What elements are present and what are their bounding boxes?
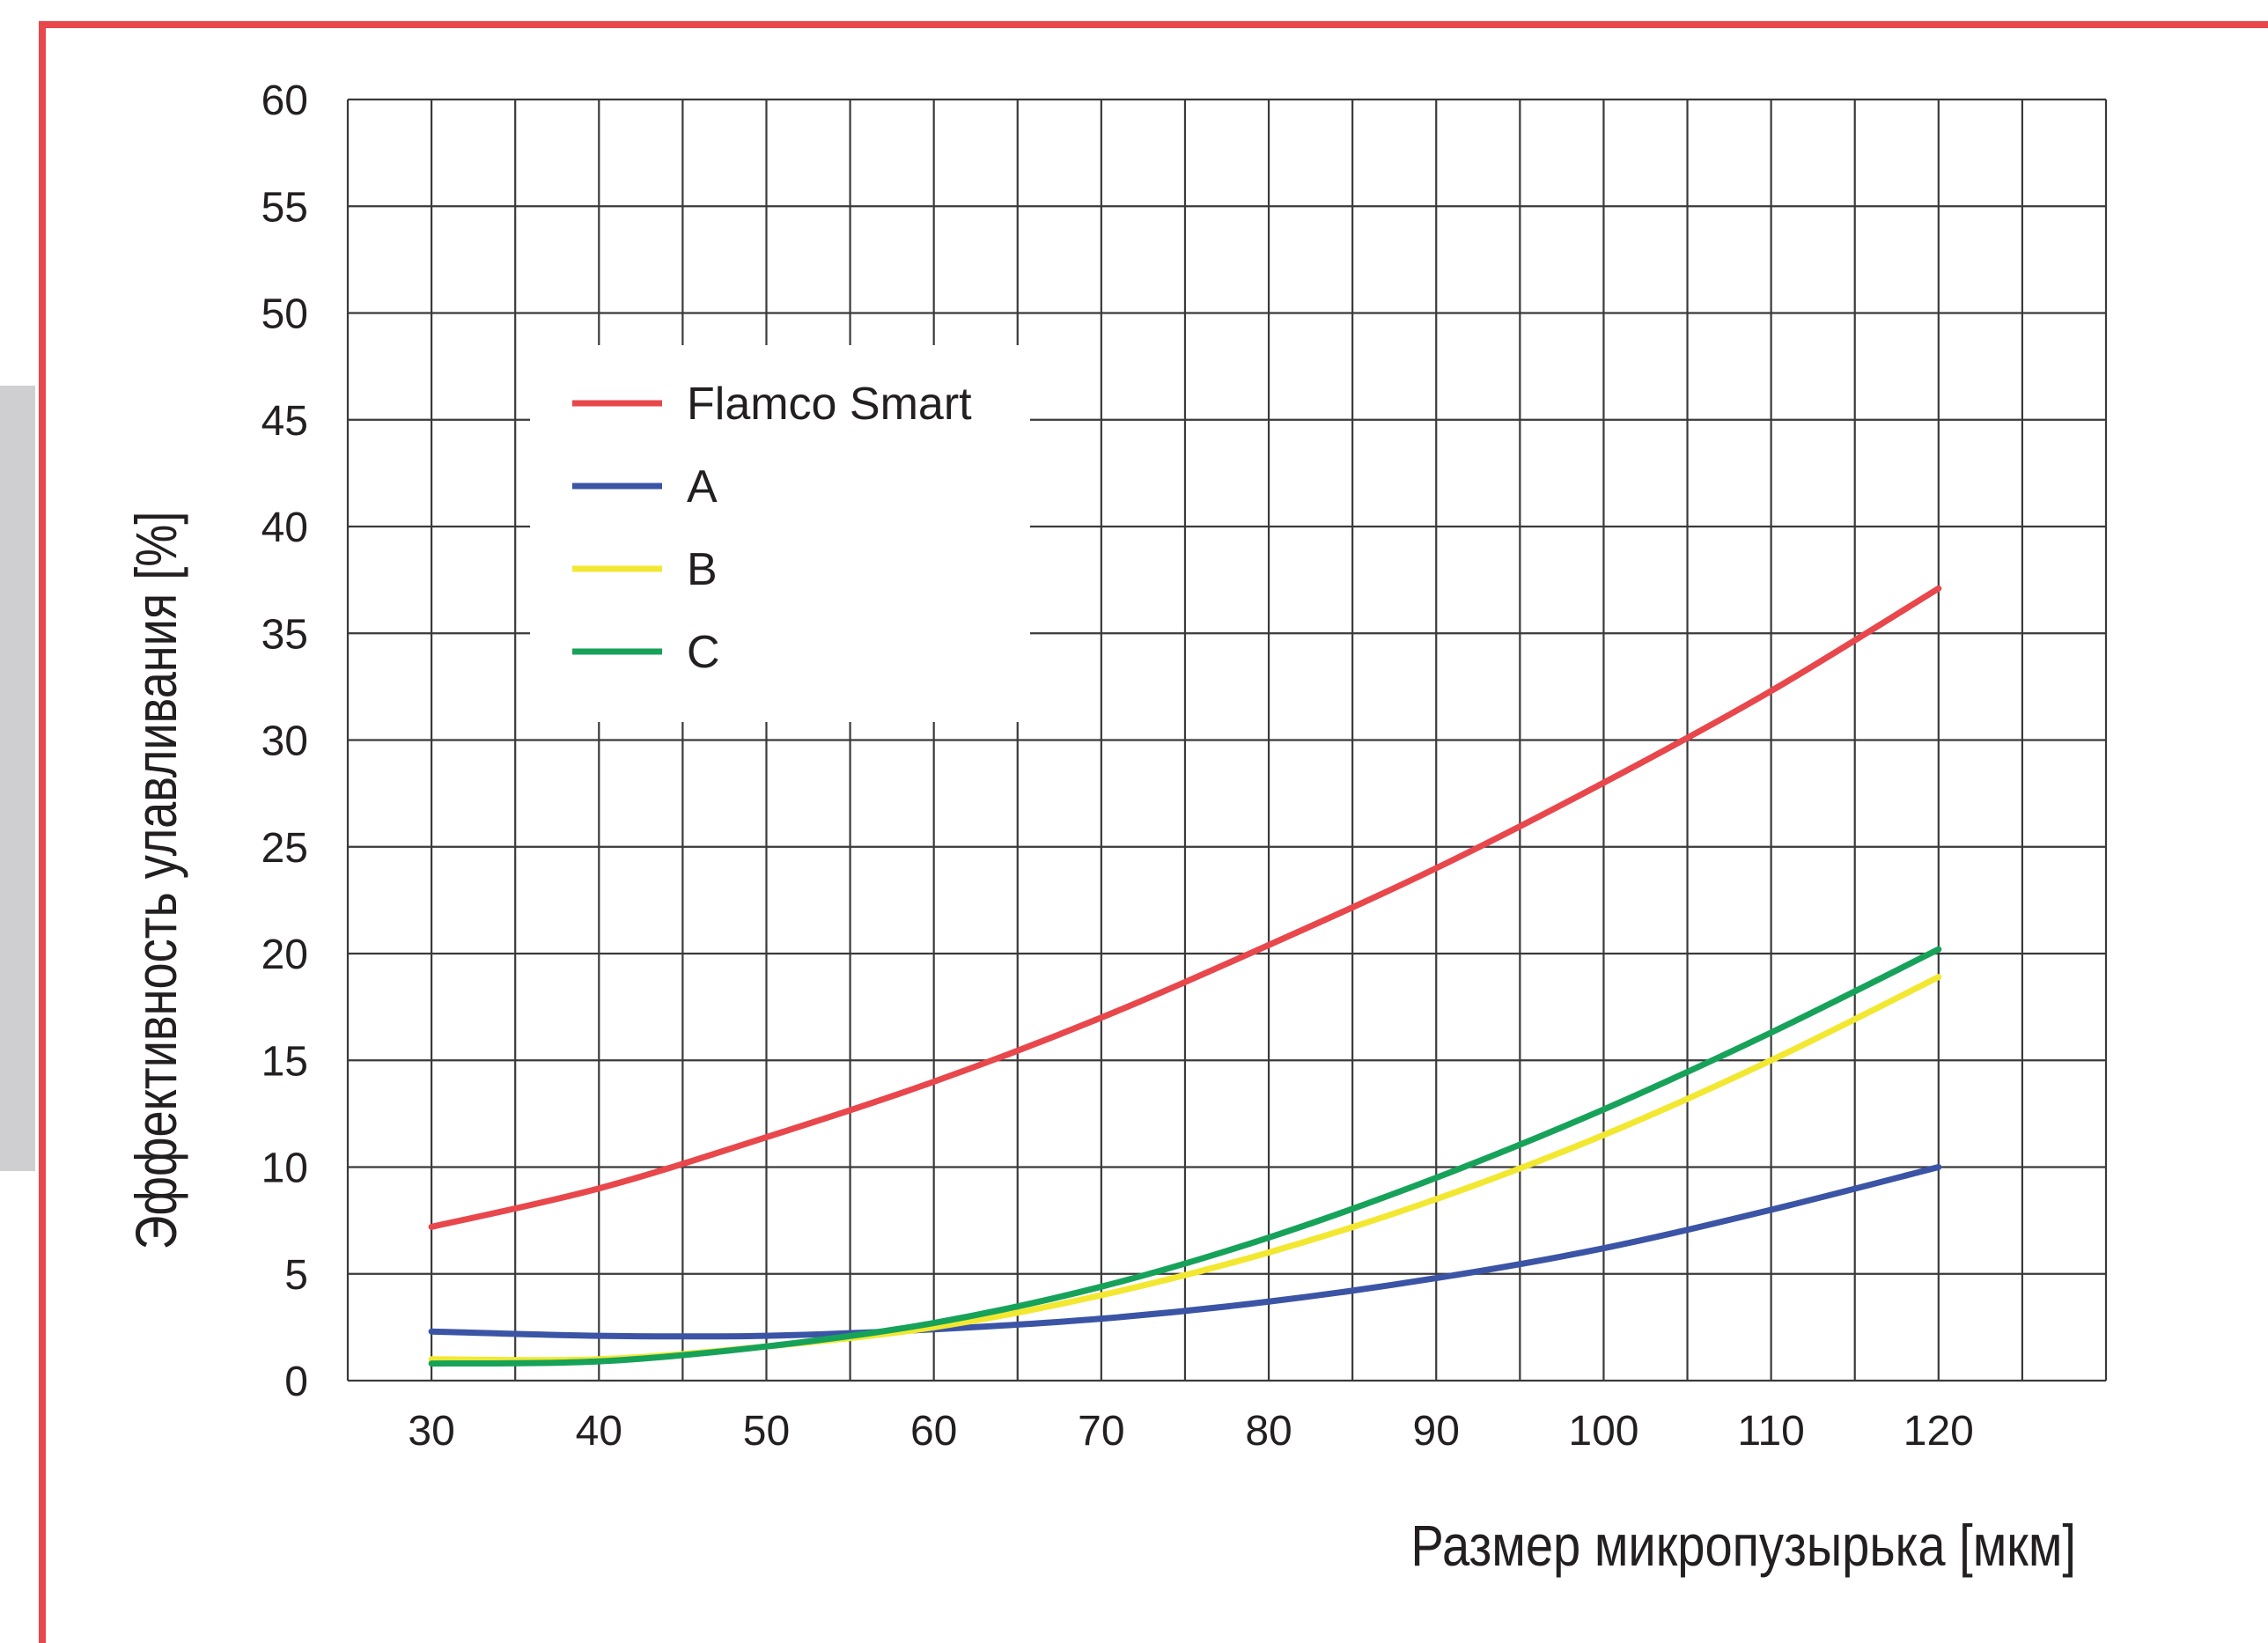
x-tick-label: 80 <box>1245 1408 1292 1455</box>
x-tick-label: 60 <box>910 1408 957 1455</box>
x-tick-label: 50 <box>743 1408 790 1455</box>
series-line-flamco-smart <box>428 585 1942 1230</box>
y-tick-label: 25 <box>261 825 308 872</box>
y-tick-label: 15 <box>261 1038 308 1085</box>
legend-label: B <box>687 544 718 595</box>
legend-label: A <box>687 461 718 512</box>
series-line-a <box>428 1164 1942 1340</box>
legend: Flamco Smart ABC <box>530 345 1030 722</box>
y-tick-label: 0 <box>284 1359 308 1405</box>
legend-label: C <box>687 627 720 678</box>
legend-label: Flamco Smart <box>687 379 972 430</box>
y-tick-label: 50 <box>261 291 308 338</box>
x-axis-title: Размер микропузырька [мкм] <box>1410 1514 2076 1578</box>
y-axis-title: Эффективность улавливания [%] <box>123 512 188 1250</box>
y-tick-label: 5 <box>284 1252 308 1299</box>
x-tick-label: 40 <box>576 1408 622 1455</box>
y-tick-label: 30 <box>261 718 308 765</box>
x-tick-label: 30 <box>408 1408 454 1455</box>
x-tick-label: 90 <box>1413 1408 1460 1455</box>
x-tick-label: 100 <box>1568 1408 1638 1455</box>
grid <box>346 98 2108 1382</box>
y-tick-label: 35 <box>261 611 308 658</box>
series-line-c <box>428 946 1942 1367</box>
x-tick-label: 110 <box>1737 1408 1805 1455</box>
x-tick-label: 70 <box>1078 1408 1124 1455</box>
y-tick-label: 45 <box>261 398 308 445</box>
y-tick-label: 60 <box>261 77 308 124</box>
y-tick-label: 20 <box>261 932 308 978</box>
y-tick-label: 10 <box>261 1146 308 1192</box>
y-tick-label: 55 <box>261 184 308 231</box>
page-frame <box>39 21 2268 1643</box>
tick-labels: 30 40 50 60 70 80 90 100 110 120 0 5 10 15 20 25 30 35 40 4… <box>261 77 1974 1455</box>
side-tab <box>0 386 35 1171</box>
series-lines <box>428 585 1942 1367</box>
y-tick-label: 40 <box>261 505 308 551</box>
legend-background <box>530 345 1030 722</box>
x-tick-label: 120 <box>1904 1408 1974 1455</box>
